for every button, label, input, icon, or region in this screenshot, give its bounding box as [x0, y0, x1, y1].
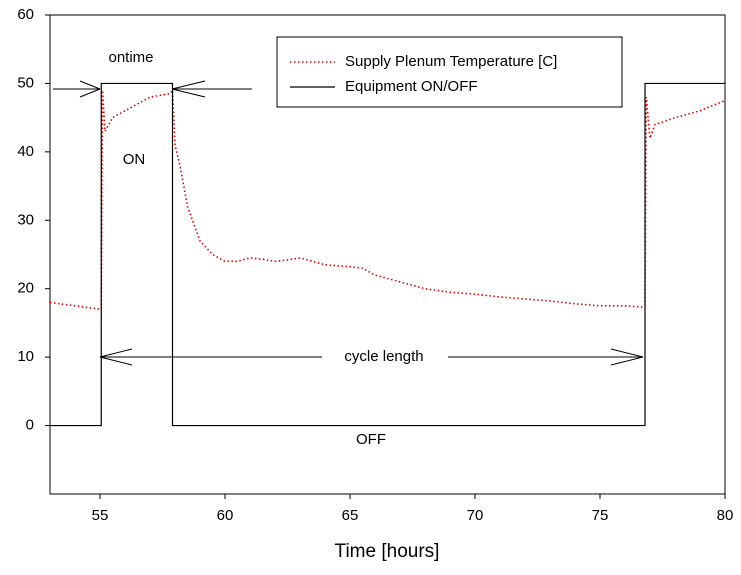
- x-tick-label: 80: [717, 507, 734, 524]
- y-tick-label: 0: [26, 417, 34, 434]
- legend-box: [276, 36, 623, 108]
- x-tick-label: 65: [342, 507, 359, 524]
- legend-label: Equipment ON/OFF: [345, 78, 478, 95]
- arrows: [53, 80, 644, 366]
- annotation: ON: [123, 151, 146, 168]
- legend-label: Supply Plenum Temperature [C]: [345, 53, 557, 70]
- series-line: [49, 87, 726, 311]
- y-tick-label: 10: [17, 348, 34, 365]
- x-tick-label: 60: [217, 507, 234, 524]
- y-tick-label: 30: [17, 211, 34, 228]
- x-axis-label: Time [hours]: [335, 541, 440, 562]
- annotation: cycle length: [344, 348, 423, 365]
- plot-frame: [49, 14, 726, 495]
- x-tick-label: 75: [592, 507, 609, 524]
- y-tick-label: 40: [17, 143, 34, 160]
- x-tick-label: 70: [467, 507, 484, 524]
- annotation: OFF: [356, 431, 386, 448]
- y-tick-label: 20: [17, 280, 34, 297]
- annotation: ontime: [108, 49, 153, 66]
- series-line: [50, 82, 725, 427]
- x-tick-label: 55: [92, 507, 109, 524]
- y-tick-label: 60: [17, 6, 34, 23]
- y-tick-label: 50: [17, 74, 34, 91]
